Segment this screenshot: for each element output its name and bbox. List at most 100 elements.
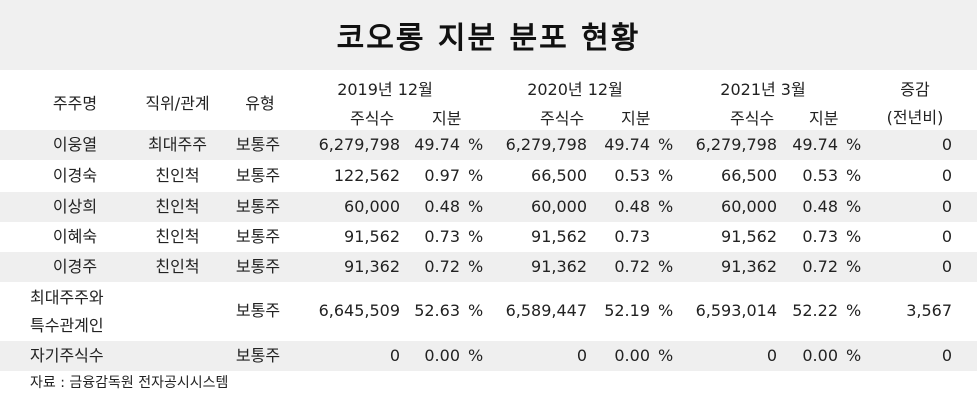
stake-2019: 49.74 <box>414 135 460 154</box>
source-note: 자료 : 금융감독원 전자공시시스템 <box>30 375 229 391</box>
relation: 친인척 <box>155 227 200 246</box>
total-name-line2: 특수관계인 <box>30 316 104 335</box>
shares-2019: 122,562 <box>333 166 400 185</box>
unit-2021: % <box>846 227 862 246</box>
unit-2019: % <box>468 135 484 154</box>
share-type: 보통주 <box>235 227 281 246</box>
relation: 친인척 <box>155 166 200 185</box>
change-value: 0 <box>941 346 952 365</box>
table-row: 이혜숙 친인척 보통주 91,562 0.73 % 91,562 0.73 91… <box>0 222 977 252</box>
shares-2021: 91,562 <box>721 227 777 246</box>
change-value: 0 <box>941 227 952 246</box>
stake-2019: 0.97 <box>424 166 460 185</box>
unit-2021: % <box>846 257 862 276</box>
share-type: 보통주 <box>235 166 281 185</box>
shareholder-name: 이경숙 <box>52 166 98 185</box>
share-type: 보통주 <box>235 301 281 320</box>
unit-2019: % <box>468 257 484 276</box>
table-row: 이상희 친인척 보통주 60,000 0.48 % 60,000 0.48 % … <box>0 192 977 222</box>
shares-2021: 6,279,798 <box>695 135 777 154</box>
header-period-2019: 2019년 12월 <box>337 80 433 99</box>
header-shares-2019: 주식수 <box>350 109 395 128</box>
change-value: 0 <box>941 166 952 185</box>
header-change: 증감 <box>900 80 930 99</box>
change-value: 3,567 <box>906 301 952 320</box>
stake-2021: 0.00 <box>802 346 838 365</box>
stake-2020: 0.73 <box>614 227 650 246</box>
header-stake-2021: 지분 <box>809 109 839 128</box>
header-shares-2021: 주식수 <box>730 109 775 128</box>
shareholder-name: 이상희 <box>52 197 98 216</box>
shares-2021: 6,593,014 <box>695 301 777 320</box>
unit-2021: % <box>846 301 862 320</box>
shares-2020: 91,562 <box>531 227 587 246</box>
stake-2021: 52.22 <box>792 301 838 320</box>
table-row-total: 최대주주와 특수관계인 보통주 6,645,509 52.63 % 6,589,… <box>0 283 977 341</box>
shares-2020: 6,589,447 <box>505 301 587 320</box>
shares-2020: 66,500 <box>531 166 587 185</box>
shares-2019: 91,362 <box>344 257 400 276</box>
shares-2020: 0 <box>576 346 587 365</box>
page-title: 코오롱 지분 분포 현황 <box>336 21 641 56</box>
change-value: 0 <box>941 135 952 154</box>
unit-2021: % <box>846 166 862 185</box>
stake-2021: 0.53 <box>802 166 838 185</box>
unit-2021: % <box>846 135 862 154</box>
shares-2019: 91,562 <box>344 227 400 246</box>
header-stake-2020: 지분 <box>621 109 651 128</box>
change-value: 0 <box>941 197 952 216</box>
relation: 최대주주 <box>148 135 207 154</box>
stake-2020: 0.72 <box>614 257 650 276</box>
header-shares-2020: 주식수 <box>540 109 585 128</box>
unit-2019: % <box>468 301 484 320</box>
stake-2020: 49.74 <box>604 135 650 154</box>
shareholder-name: 이혜숙 <box>52 227 98 246</box>
shares-2020: 6,279,798 <box>505 135 587 154</box>
table-row-treasury: 자기주식수 보통주 0 0.00 % 0 0.00 % 0 0.00 % 0 <box>0 341 977 371</box>
stake-2019: 0.00 <box>424 346 460 365</box>
table-row: 이경주 친인척 보통주 91,362 0.72 % 91,362 0.72 % … <box>0 252 977 282</box>
unit-2021: % <box>846 346 862 365</box>
shareholder-name: 이경주 <box>52 257 98 276</box>
stake-2020: 0.00 <box>614 346 650 365</box>
header-position: 직위/관계 <box>145 94 210 113</box>
header-stake-2019: 지분 <box>432 109 462 128</box>
title-bar: 코오롱 지분 분포 현황 <box>0 0 977 70</box>
total-name-line1: 최대주주와 <box>30 288 104 307</box>
unit-2019: % <box>468 166 484 185</box>
stake-2021: 0.73 <box>802 227 838 246</box>
header-type: 유형 <box>245 94 275 113</box>
table-row: 이웅열 최대주주 보통주 6,279,798 49.74 % 6,279,798… <box>0 130 977 160</box>
unit-2020: % <box>658 135 674 154</box>
relation: 친인척 <box>155 197 200 216</box>
relation: 친인척 <box>155 257 200 276</box>
share-type: 보통주 <box>235 346 281 365</box>
stake-2021: 0.72 <box>802 257 838 276</box>
stake-2019: 52.63 <box>414 301 460 320</box>
table-row: 이경숙 친인척 보통주 122,562 0.97 % 66,500 0.53 %… <box>0 161 977 191</box>
header-period-2020: 2020년 12월 <box>527 80 623 99</box>
unit-2020: % <box>658 301 674 320</box>
stake-2020: 52.19 <box>604 301 650 320</box>
shares-2019: 0 <box>389 346 400 365</box>
header-period-2021: 2021년 3월 <box>720 80 806 99</box>
change-value: 0 <box>941 257 952 276</box>
stake-2021: 49.74 <box>792 135 838 154</box>
stake-2019: 0.48 <box>424 197 460 216</box>
header-change-sub: (전년비) <box>886 108 944 127</box>
stake-2019: 0.72 <box>424 257 460 276</box>
stake-2020: 0.53 <box>614 166 650 185</box>
unit-2019: % <box>468 227 484 246</box>
header-shareholder: 주주명 <box>52 94 98 113</box>
unit-2020: % <box>658 166 674 185</box>
shares-2021: 60,000 <box>721 197 777 216</box>
shares-2020: 91,362 <box>531 257 587 276</box>
shares-2019: 6,279,798 <box>318 135 400 154</box>
unit-2019: % <box>468 346 484 365</box>
shares-2019: 6,645,509 <box>318 301 400 320</box>
unit-2021: % <box>846 197 862 216</box>
share-type: 보통주 <box>235 197 281 216</box>
unit-2019: % <box>468 197 484 216</box>
stake-2021: 0.48 <box>802 197 838 216</box>
shares-2021: 66,500 <box>721 166 777 185</box>
